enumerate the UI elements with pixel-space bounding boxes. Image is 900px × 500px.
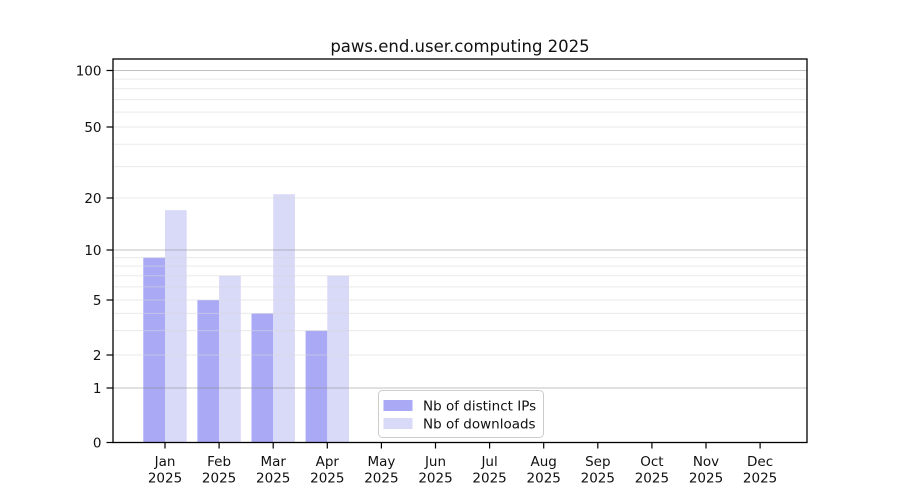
y-tick-label-0: 0 [93, 435, 102, 451]
x-tick-label-dec: Dec [747, 454, 773, 470]
x-tick-year-jul: 2025 [472, 471, 506, 487]
x-tick-year-dec: 2025 [743, 471, 777, 487]
x-tick-year-jan: 2025 [148, 471, 182, 487]
bar-distinct-ips-jan [143, 257, 165, 443]
x-tick-label-nov: Nov [693, 454, 719, 470]
x-tick-year-nov: 2025 [689, 471, 723, 487]
x-tick-year-sep: 2025 [581, 471, 615, 487]
legend-label-distinct-ips: Nb of distinct IPs [423, 399, 536, 415]
x-tick-label-oct: Oct [640, 454, 663, 470]
y-tick-label-10: 10 [84, 243, 101, 259]
bar-downloads-feb [219, 275, 241, 443]
y-tick-label-50: 50 [84, 120, 101, 136]
bars-layer [143, 194, 349, 443]
y-axis: 0 1 2 5 10 20 50 100 [76, 63, 113, 451]
plot-border [112, 58, 808, 444]
x-tick-label-jan: Jan [154, 454, 176, 470]
x-tick-year-mar: 2025 [256, 471, 290, 487]
x-tick-label-aug: Aug [531, 454, 557, 470]
bar-distinct-ips-mar [251, 313, 274, 443]
legend: Nb of distinct IPs Nb of downloads [378, 390, 544, 438]
y-tick-label-2: 2 [93, 348, 102, 364]
y-tick-label-100: 100 [76, 63, 102, 79]
bar-distinct-ips-apr [305, 330, 328, 443]
x-tick-label-feb: Feb [207, 454, 231, 470]
y-tick-label-1: 1 [93, 381, 102, 397]
y-tick-label-20: 20 [84, 191, 101, 207]
legend-swatch-distinct-ips [383, 400, 413, 411]
legend-swatch-downloads [383, 418, 413, 429]
bar-downloads-apr [327, 275, 349, 443]
y-tick-label-5: 5 [93, 293, 102, 309]
bar-distinct-ips-feb [197, 300, 220, 443]
x-tick-year-may: 2025 [364, 471, 398, 487]
x-tick-year-oct: 2025 [635, 471, 669, 487]
x-tick-year-feb: 2025 [202, 471, 236, 487]
x-axis: Jan2025Feb2025Mar2025Apr2025May2025Jun20… [148, 442, 777, 487]
bar-downloads-jan [165, 210, 187, 443]
x-tick-label-apr: Apr [316, 454, 340, 470]
x-tick-year-jun: 2025 [418, 471, 452, 487]
gridlines-layer [113, 70, 807, 389]
chart-title: paws.end.user.computing 2025 [330, 37, 589, 56]
x-tick-label-sep: Sep [585, 454, 610, 470]
x-tick-label-mar: Mar [260, 454, 286, 470]
x-tick-label-jun: Jun [424, 454, 446, 470]
x-tick-label-jul: Jul [480, 454, 497, 470]
bar-downloads-mar [273, 194, 295, 443]
x-tick-year-aug: 2025 [527, 471, 561, 487]
x-tick-year-apr: 2025 [310, 471, 344, 487]
legend-label-downloads: Nb of downloads [423, 417, 536, 433]
legend-box [378, 390, 544, 438]
x-tick-label-may: May [367, 454, 395, 470]
